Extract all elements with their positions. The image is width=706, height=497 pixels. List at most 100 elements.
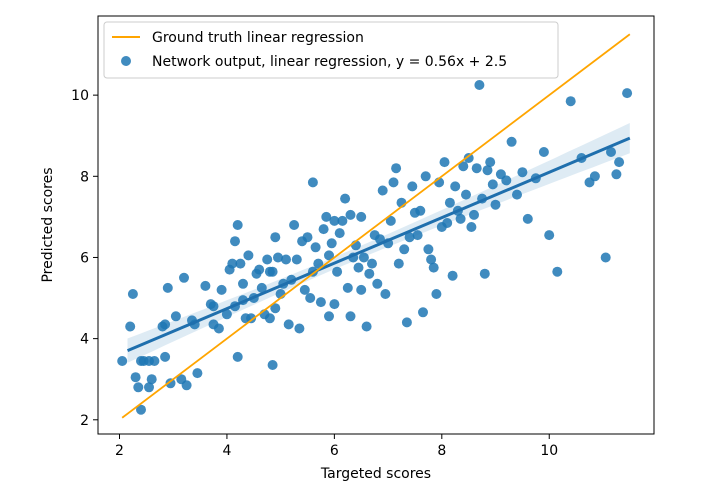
data-point [393, 258, 404, 269]
data-point [450, 181, 461, 192]
data-point [315, 297, 326, 308]
data-point [340, 193, 351, 204]
data-point [302, 232, 313, 243]
data-point [377, 185, 388, 196]
data-point [213, 323, 224, 334]
data-point [420, 171, 431, 182]
data-point [267, 266, 278, 277]
data-point [125, 321, 136, 332]
data-point [321, 211, 332, 222]
data-point [380, 289, 391, 299]
data-point [230, 236, 240, 247]
data-point [264, 313, 275, 324]
data-point [291, 254, 302, 265]
data-point [447, 270, 458, 281]
data-point [512, 189, 522, 200]
data-point [345, 311, 356, 322]
data-point [356, 284, 367, 295]
data-point [136, 404, 146, 415]
data-point [469, 209, 479, 220]
data-point [345, 209, 356, 220]
data-point [431, 289, 442, 299]
data-point [200, 280, 211, 291]
data-point [170, 311, 181, 322]
x-tick-label: 2 [115, 443, 124, 459]
scatter-points [117, 80, 633, 415]
data-point [364, 268, 375, 279]
data-point [544, 230, 555, 241]
data-point [407, 181, 418, 192]
data-point [552, 266, 563, 277]
data-point [606, 147, 616, 157]
data-point [160, 351, 171, 362]
data-point [216, 284, 227, 295]
data-point [232, 351, 243, 362]
regression-lines [121, 33, 631, 419]
data-point [256, 282, 267, 293]
data-point [385, 215, 396, 226]
data-point [485, 157, 496, 168]
legend-point-swatch [121, 56, 131, 66]
data-point [600, 252, 611, 263]
data-point [367, 258, 377, 269]
data-point [267, 360, 278, 370]
x-tick-label: 6 [330, 443, 339, 459]
data-point [326, 238, 337, 249]
data-point [482, 165, 493, 176]
x-axis: 2 4 6 8 10 [115, 434, 558, 459]
data-point [329, 299, 340, 310]
data-point [391, 163, 402, 174]
data-point [506, 136, 517, 147]
y-axis: 2 4 6 8 10 [71, 88, 98, 429]
data-point [235, 258, 246, 269]
data-point [313, 258, 324, 269]
y-axis-label: Predicted scores [40, 167, 56, 282]
data-point [329, 215, 340, 226]
data-point [305, 293, 316, 303]
data-point [423, 244, 434, 255]
x-tick-label: 10 [540, 443, 558, 459]
y-tick-label: 6 [80, 250, 89, 266]
data-point [334, 228, 345, 239]
data-point [490, 199, 501, 210]
data-point [356, 211, 367, 222]
data-point [246, 313, 257, 324]
data-point [179, 272, 189, 283]
data-point [133, 382, 144, 393]
data-point [538, 147, 549, 157]
data-point [221, 309, 232, 320]
legend-frame [103, 21, 559, 79]
data-point [589, 171, 600, 182]
x-tick-label: 8 [437, 443, 446, 459]
data-point [117, 356, 128, 366]
data-point [262, 254, 273, 265]
data-point [342, 282, 353, 293]
data-point [243, 250, 254, 261]
x-axis-label: Targeted scores [320, 466, 431, 482]
data-point [181, 380, 192, 391]
data-point [474, 80, 485, 90]
x-tick-label: 4 [222, 443, 231, 459]
data-point [208, 301, 219, 312]
data-point [455, 213, 466, 224]
data-point [160, 319, 171, 330]
data-point [127, 289, 138, 299]
plot-area [97, 15, 655, 435]
data-point [337, 215, 348, 226]
data-point [310, 242, 321, 253]
data-point [281, 254, 291, 265]
data-point [307, 177, 318, 188]
y-tick-label: 4 [80, 332, 89, 348]
data-point [622, 88, 633, 99]
data-point [401, 317, 412, 328]
data-point [614, 157, 625, 168]
data-point [162, 282, 173, 293]
data-point [324, 311, 334, 322]
legend-label-network-output: Network output, linear regression, y = 0… [152, 54, 507, 70]
legend-label-ground-truth: Ground truth linear regression [152, 30, 364, 46]
network-fit-line [126, 136, 631, 353]
data-point [439, 157, 450, 168]
data-point [144, 382, 154, 393]
data-point [149, 356, 160, 366]
